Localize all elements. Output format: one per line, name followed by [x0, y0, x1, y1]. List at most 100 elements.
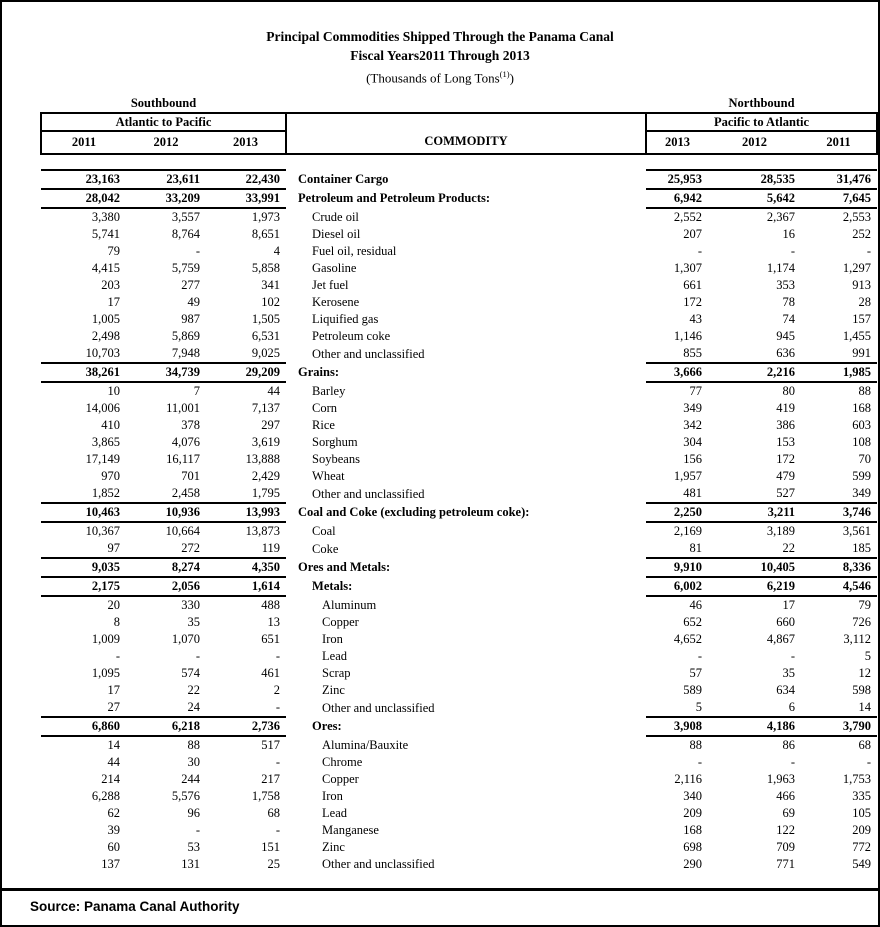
- table-row: 5,741 8,764 8,651 Diesel oil 207 16 252: [41, 226, 877, 243]
- sb-2012-cell: 987: [181, 312, 200, 327]
- nb-2013-cell: 2,250: [646, 502, 709, 524]
- table-row: - - - Lead - - 5: [41, 648, 877, 665]
- table-row: 1,095 574 461 Scrap 57 35 12: [41, 665, 877, 682]
- sb-2013-cell: 44: [267, 384, 281, 399]
- sb-2013-cell: 4,350: [206, 557, 287, 579]
- table-row: 62 96 68 Lead 209 69 105: [41, 805, 877, 822]
- sb-2011-cell: 214: [101, 772, 120, 787]
- commodity-cell: Wheat: [312, 469, 345, 484]
- sb-2012-cell: 30: [187, 755, 201, 770]
- units-footnote-marker: (1): [499, 69, 510, 79]
- nb-2013-cell: 2,552: [673, 210, 703, 225]
- nb-2011-cell: 79: [858, 598, 872, 613]
- sb-2013-cell: 151: [261, 840, 281, 855]
- sb-2012-cell: 131: [181, 857, 200, 872]
- sb-2012-cell: 10,664: [165, 524, 200, 539]
- nb-2012-cell: 10,405: [708, 557, 802, 579]
- nb-2013-cell: 290: [683, 857, 703, 872]
- commodity-cell: Other and unclassified: [312, 486, 425, 501]
- sb-2011-cell: 38,261: [41, 362, 126, 384]
- nb-2011-cell: 5: [864, 649, 872, 664]
- sb-2011-cell: 17: [107, 683, 121, 698]
- nb-2011-cell: 14: [858, 700, 872, 715]
- sb-2013-cell: 2: [273, 683, 281, 698]
- sb-2012-cell: 22: [187, 683, 201, 698]
- table-row: 214 244 217 Copper 2,116 1,963 1,753: [41, 771, 877, 788]
- nb-2012-cell: 3,189: [766, 524, 796, 539]
- nb-2012-cell: 527: [776, 486, 796, 501]
- commodity-cell: Lead: [322, 806, 348, 821]
- sb-2011-cell: 10,703: [85, 346, 120, 361]
- sb-2012-cell: 2,056: [126, 576, 206, 598]
- nb-2011-cell: 726: [852, 615, 872, 630]
- route-row: Atlantic to Pacific COMMODITY Pacific to…: [39, 112, 879, 156]
- nb-2013-cell: 304: [683, 435, 703, 450]
- commodity-cell: Corn: [312, 401, 338, 416]
- sb-2012-cell: 34,739: [126, 362, 206, 384]
- sb-2012-cell: 4,076: [171, 435, 200, 450]
- commodity-table-body: 23,163 23,611 22,430 Container Cargo 25,953 2…: [41, 169, 878, 873]
- nb-2012-cell: 660: [776, 615, 796, 630]
- nb-2011-cell: 599: [852, 469, 872, 484]
- commodity-cell: Coal and Coke (excluding petroleum coke)…: [298, 505, 530, 520]
- nb-2012-cell: 28,535: [708, 169, 802, 191]
- commodity-cell: Soybeans: [312, 452, 360, 467]
- commodity-cell: Iron: [322, 789, 343, 804]
- table-row: 23,163 23,611 22,430 Container Cargo 25,953 2…: [41, 169, 878, 191]
- nb-year-2013-header: 2013: [645, 131, 709, 156]
- nb-2013-cell: 349: [683, 401, 703, 416]
- table-row: 6,288 5,576 1,758 Iron 340 466 335: [41, 788, 877, 805]
- sb-2012-cell: 3,557: [171, 210, 200, 225]
- commodity-cell: Coal: [312, 523, 336, 538]
- sb-2012-cell: 49: [187, 295, 201, 310]
- nb-2013-cell: 342: [683, 418, 703, 433]
- table-row: 39 - - Manganese 168 122 209: [41, 822, 877, 839]
- nb-2013-cell: -: [697, 649, 703, 664]
- table-row: 1,852 2,458 1,795 Other and unclassified 481…: [41, 485, 877, 503]
- nb-2012-cell: -: [790, 649, 796, 664]
- units-close-paren: ): [509, 70, 514, 86]
- commodity-cell: Other and unclassified: [312, 346, 425, 361]
- nb-2011-cell: -: [866, 244, 872, 259]
- nb-2011-cell: 598: [852, 683, 872, 698]
- sb-2011-cell: 14: [107, 738, 121, 753]
- nb-2013-cell: 43: [689, 312, 703, 327]
- table-row: 10 7 44 Barley 77 80 88: [41, 382, 877, 400]
- sb-2013-cell: 22,430: [206, 169, 287, 191]
- nb-2011-cell: 105: [852, 806, 872, 821]
- nb-2011-cell: 1,455: [842, 329, 872, 344]
- sb-2011-cell: 8: [113, 615, 120, 630]
- sb-2013-cell: 651: [261, 632, 281, 647]
- nb-2011-cell: 549: [852, 857, 872, 872]
- subtitle-units: (Thousands of Long Tons(1)): [2, 66, 878, 86]
- table-row: 27 24 - Other and unclassified 5 6 14: [41, 699, 877, 717]
- sb-2013-cell: 2,429: [251, 469, 281, 484]
- sb-2013-cell: 1,505: [251, 312, 281, 327]
- nb-2011-cell: 157: [852, 312, 872, 327]
- sb-2012-cell: 701: [181, 469, 200, 484]
- sb-2013-cell: 7,137: [251, 401, 281, 416]
- sb-2012-cell: 7: [193, 384, 200, 399]
- nb-2012-cell: 1,174: [766, 261, 796, 276]
- nb-2012-cell: 80: [782, 384, 796, 399]
- nb-2013-cell: 589: [683, 683, 703, 698]
- sb-2013-cell: 1,758: [251, 789, 281, 804]
- sb-2013-cell: -: [275, 649, 281, 664]
- nb-2012-cell: 17: [782, 598, 796, 613]
- commodity-cell: Other and unclassified: [322, 700, 435, 715]
- nb-2012-cell: 2,367: [766, 210, 796, 225]
- table-row: 410 378 297 Rice 342 386 603: [41, 417, 877, 434]
- nb-2011-cell: 8,336: [801, 557, 878, 579]
- sb-2011-cell: 39: [107, 823, 121, 838]
- sb-2013-cell: 119: [261, 541, 281, 556]
- sb-2011-cell: 3,380: [91, 210, 120, 225]
- sb-2013-cell: 3,619: [251, 435, 281, 450]
- sb-2012-cell: 96: [187, 806, 201, 821]
- nb-2012-cell: 1,963: [766, 772, 796, 787]
- commodity-cell: Rice: [312, 418, 335, 433]
- nb-year-2011-header: 2011: [801, 131, 879, 156]
- nb-2012-cell: 466: [776, 789, 796, 804]
- nb-2013-cell: 3,666: [646, 362, 709, 384]
- nb-2011-cell: 335: [852, 789, 872, 804]
